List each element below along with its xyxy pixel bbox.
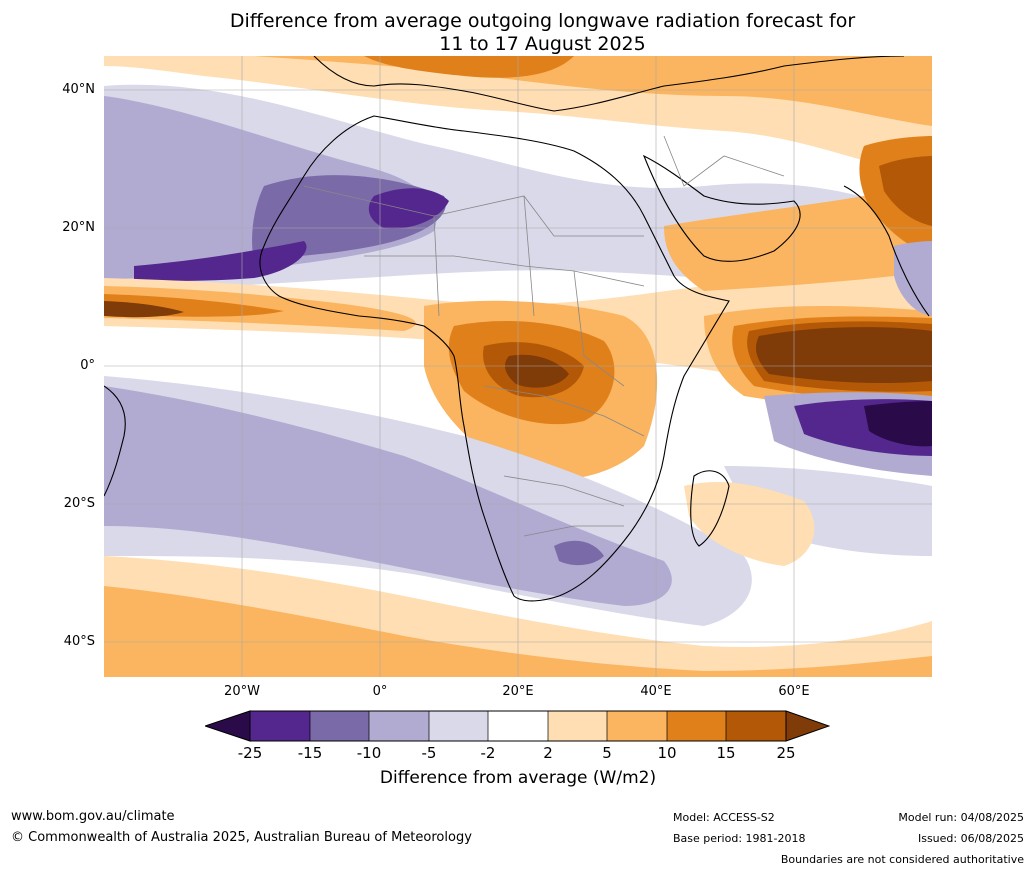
colorbar-bin-10-15 — [667, 711, 726, 741]
lat-label-40s: 40°S — [63, 634, 95, 649]
colorbar-label-10: 10 — [657, 744, 677, 762]
lat-label-20s: 20°S — [63, 496, 95, 511]
footer-base-period: Base period: 1981-2018 — [673, 832, 806, 845]
footer-copyright: © Commonwealth of Australia 2025, Austra… — [11, 830, 472, 845]
colorbar-label-5: 5 — [602, 744, 612, 762]
lat-label-20n: 20°N — [62, 220, 95, 235]
colorbar-label-15: 15 — [716, 744, 736, 762]
colorbar-bin-m10-m5 — [369, 711, 429, 741]
africa-coastline — [259, 115, 730, 602]
olr-anomaly-map — [104, 56, 932, 677]
title-line-2: 11 to 17 August 2025 — [439, 33, 646, 55]
purple-south-atlantic — [104, 386, 672, 606]
footer-website[interactable]: www.bom.gov.au/climate — [11, 809, 175, 824]
deep-purple-atlantic-strip — [134, 241, 307, 281]
footer-model-run: Model run: 04/08/2025 — [898, 811, 1024, 824]
country-boundaries — [303, 135, 785, 537]
colorbar-title: Difference from average (W/m2) — [379, 768, 657, 788]
orange-north-mid — [254, 56, 932, 126]
lon-label-0: 0° — [372, 684, 388, 699]
orange-south-deep — [104, 586, 932, 677]
europe-coastline — [313, 56, 905, 112]
colorbar-bin-m15-m10 — [310, 711, 369, 741]
colorbar-high-extend — [785, 710, 830, 742]
footer-issued: Issued: 06/08/2025 — [917, 832, 1024, 845]
arabia-coastline — [642, 154, 801, 262]
colorbar-label-2: 2 — [543, 744, 553, 762]
darkbrown-indian-core — [756, 327, 932, 384]
lon-label-40e: 40°E — [640, 684, 672, 699]
brown-india — [879, 156, 932, 226]
colorbar-bin-15-25 — [726, 711, 786, 741]
colorbar-label-m10: -10 — [356, 744, 382, 762]
orange-arabia — [664, 186, 932, 291]
south-america-coastline — [104, 385, 126, 497]
colorbar-label-m25: -25 — [237, 744, 263, 762]
colorbar-low-extend — [205, 710, 251, 742]
footer-disclaimer: Boundaries are not considered authoritat… — [780, 853, 1024, 866]
colorbar-bin-2-5 — [548, 711, 607, 741]
colorbar-label-m2: -2 — [480, 744, 496, 762]
colorbar-label-m15: -15 — [297, 744, 323, 762]
colorbar-label-m5: -5 — [421, 744, 437, 762]
colorbar-label-25: 25 — [776, 744, 796, 762]
colorbar-bin-m25-m15 — [250, 711, 310, 741]
orange-madagascar — [684, 481, 815, 566]
deep-purple-sahara-core — [368, 188, 449, 229]
darkpurple-south-africa — [554, 540, 604, 566]
grid-lines — [104, 56, 932, 677]
colorbar-bin-m2-2 — [488, 711, 548, 741]
colorbar-bin-5-10 — [607, 711, 667, 741]
map-title: Difference from average outgoing longwav… — [0, 10, 1035, 56]
colorbar-bin-m5-m2 — [429, 711, 488, 741]
black-purple-indian — [864, 401, 932, 447]
india-coastline — [843, 185, 930, 317]
lon-label-20w: 20°W — [224, 684, 260, 699]
purple-bay-bengal — [894, 241, 932, 316]
footer-model: Model: ACCESS-S2 — [673, 811, 775, 824]
title-line-1: Difference from average outgoing longwav… — [229, 10, 856, 32]
lon-label-60e: 60°E — [778, 684, 810, 699]
lat-label-0: 0° — [80, 358, 95, 373]
darkbrown-congo-core — [504, 354, 569, 388]
brown-atlantic-core — [104, 301, 184, 318]
lon-label-20e: 20°E — [502, 684, 534, 699]
coastlines — [104, 56, 930, 602]
madagascar-coastline — [690, 470, 730, 547]
lat-label-40n: 40°N — [62, 82, 95, 97]
colorbar — [205, 710, 830, 742]
dark-orange-europe — [364, 56, 574, 78]
